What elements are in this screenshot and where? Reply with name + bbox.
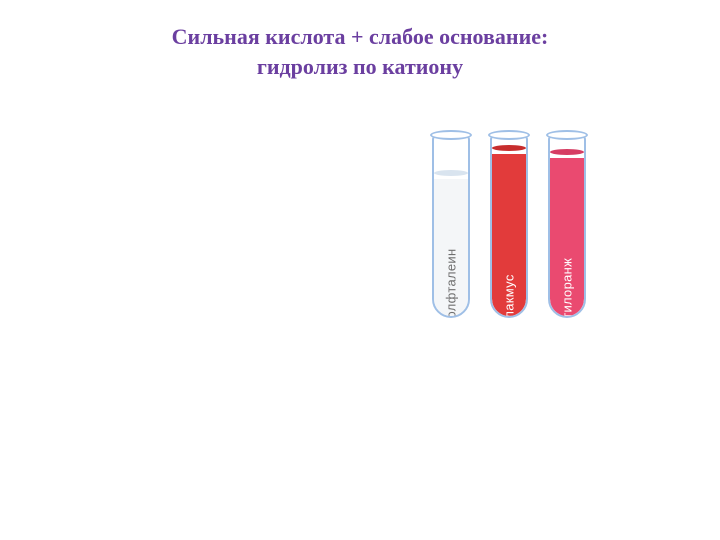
title-line-1: Сильная кислота + слабое основание: (172, 24, 549, 49)
tube-body: фенолфталеин (432, 134, 470, 318)
test-tube-litmus: лакмус (488, 134, 530, 324)
tube-label: фенолфталеин (444, 249, 459, 318)
test-tubes-group: фенолфталеин лакмус метилоранж (430, 134, 588, 324)
tube-rim (546, 130, 588, 140)
tube-meniscus (492, 145, 526, 151)
page-title: Сильная кислота + слабое основание: гидр… (0, 22, 720, 81)
tube-rim (430, 130, 472, 140)
tube-body: метилоранж (548, 134, 586, 318)
test-tube-methylorange: метилоранж (546, 134, 588, 324)
tube-meniscus (550, 149, 584, 155)
tube-label: метилоранж (560, 258, 575, 318)
tube-meniscus (434, 170, 468, 176)
test-tube-phenolphthalein: фенолфталеин (430, 134, 472, 324)
title-line-2: гидролиз по катиону (257, 54, 463, 79)
tube-label: лакмус (502, 274, 517, 318)
tube-body: лакмус (490, 134, 528, 318)
tube-rim (488, 130, 530, 140)
